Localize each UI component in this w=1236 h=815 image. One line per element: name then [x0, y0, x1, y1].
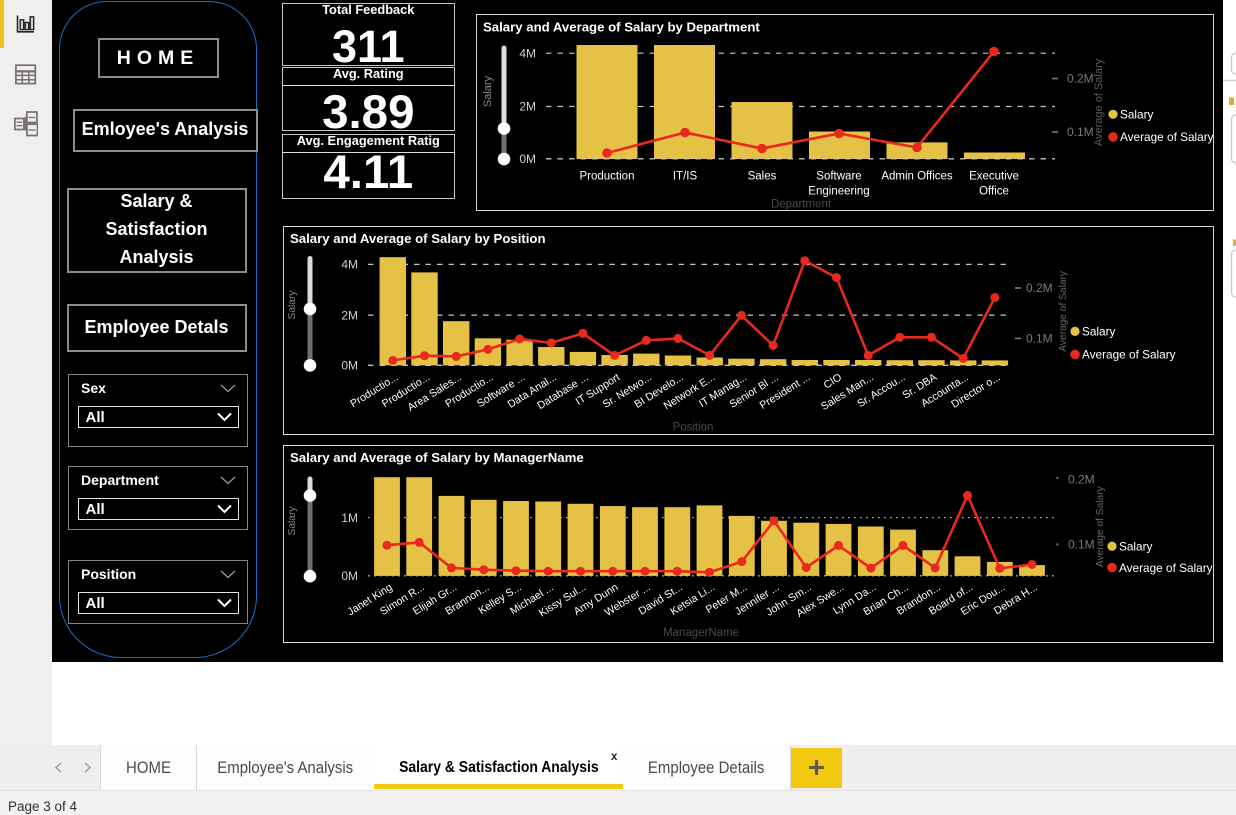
svg-text:Salary: Salary [287, 506, 298, 536]
svg-text:0.1M: 0.1M [1067, 125, 1094, 139]
svg-text:Executive: Executive [969, 170, 1019, 182]
svg-text:Department: Department [771, 198, 832, 210]
svg-text:0.2M: 0.2M [1067, 71, 1094, 85]
svg-text:Average of Salary: Average of Salary [1093, 58, 1105, 146]
svg-text:Software: Software [816, 170, 861, 182]
svg-text:Average of Salary: Average of Salary [1120, 130, 1213, 144]
svg-text:0.2M: 0.2M [1068, 473, 1095, 487]
svg-text:2M: 2M [341, 308, 358, 322]
svg-text:Average of Salary: Average of Salary [1058, 270, 1069, 352]
svg-text:0.2M: 0.2M [1026, 281, 1053, 295]
svg-text:ManagerName: ManagerName [663, 627, 739, 639]
svg-text:Salary and Average of Salary b: Salary and Average of Salary by ManagerN… [290, 450, 584, 465]
svg-text:0.1M: 0.1M [1068, 538, 1095, 552]
svg-text:Production: Production [580, 170, 635, 182]
svg-text:Average of Salary: Average of Salary [1095, 486, 1106, 568]
svg-text:Salary and Average of Salary b: Salary and Average of Salary by Departme… [483, 19, 760, 34]
svg-text:Engineering: Engineering [808, 185, 869, 197]
svg-text:Average of Salary: Average of Salary [1082, 347, 1176, 361]
svg-text:Salary: Salary [1082, 324, 1116, 338]
svg-text:Salary: Salary [1120, 107, 1154, 121]
svg-text:Position: Position [673, 421, 714, 433]
svg-text:Sales: Sales [748, 170, 777, 182]
svg-text:Admin Offices: Admin Offices [881, 170, 953, 182]
svg-text:Average of Salary: Average of Salary [1119, 561, 1213, 575]
svg-text:Salary: Salary [287, 289, 298, 319]
svg-text:Salary: Salary [482, 75, 494, 107]
svg-text:1M: 1M [341, 511, 358, 525]
svg-text:Salary and Average of Salary b: Salary and Average of Salary by Position [290, 230, 546, 245]
svg-text:0M: 0M [341, 358, 358, 372]
svg-text:0.1M: 0.1M [1026, 331, 1053, 345]
svg-text:2M: 2M [519, 99, 536, 113]
svg-text:IT/IS: IT/IS [673, 170, 698, 182]
svg-text:0M: 0M [341, 569, 358, 583]
svg-text:4M: 4M [341, 257, 358, 271]
svg-text:Office: Office [979, 185, 1009, 197]
svg-text:Salary: Salary [1119, 540, 1153, 554]
svg-text:4M: 4M [519, 46, 536, 60]
svg-text:0M: 0M [519, 152, 536, 166]
